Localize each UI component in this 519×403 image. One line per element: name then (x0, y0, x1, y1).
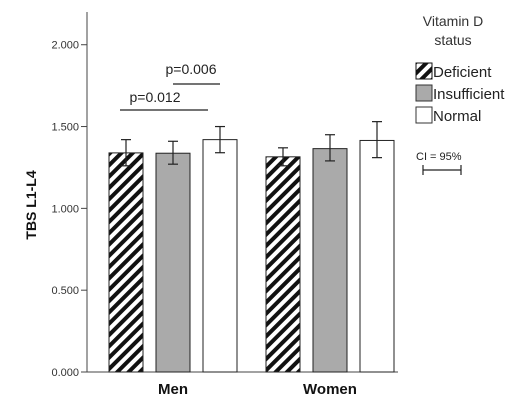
legend-swatch-insufficient (415, 84, 433, 102)
ci-key: CI = 95% (416, 151, 462, 175)
x-category-label: Women (303, 381, 357, 398)
bar (155, 152, 191, 373)
legend-title-line-2: status (434, 32, 471, 48)
legend-label-deficient: Deficient (433, 64, 492, 81)
y-tick-label: 0.500 (51, 285, 79, 297)
ci-note: CI = 95% (416, 151, 462, 163)
bars (108, 121, 395, 373)
bar (312, 148, 348, 373)
bar (265, 156, 301, 373)
bar (108, 152, 144, 373)
y-tick-label: 1.000 (51, 203, 79, 215)
legend-swatch-normal (415, 106, 433, 124)
y-tick-label: 0.000 (51, 367, 79, 379)
annotations: p=0.006 p=0.012 (120, 61, 220, 111)
p-value-label: p=0.006 (166, 61, 217, 77)
y-tick-label: 1.500 (51, 122, 79, 134)
legend-label-normal: Normal (433, 108, 481, 125)
y-axis-label: TBS L1-L4 (23, 170, 39, 239)
y-tick-label: 2.000 (51, 40, 79, 52)
p-value-label: p=0.012 (130, 89, 181, 105)
legend-title-line-1: Vitamin D (423, 13, 483, 29)
x-category-label: Men (158, 381, 188, 398)
bar (202, 139, 238, 373)
legend-swatch-deficient (415, 62, 433, 80)
legend-label-insufficient: Insufficient (433, 86, 505, 103)
legend: Vitamin D status Deficient Insufficient … (415, 13, 505, 125)
bar (359, 139, 395, 373)
